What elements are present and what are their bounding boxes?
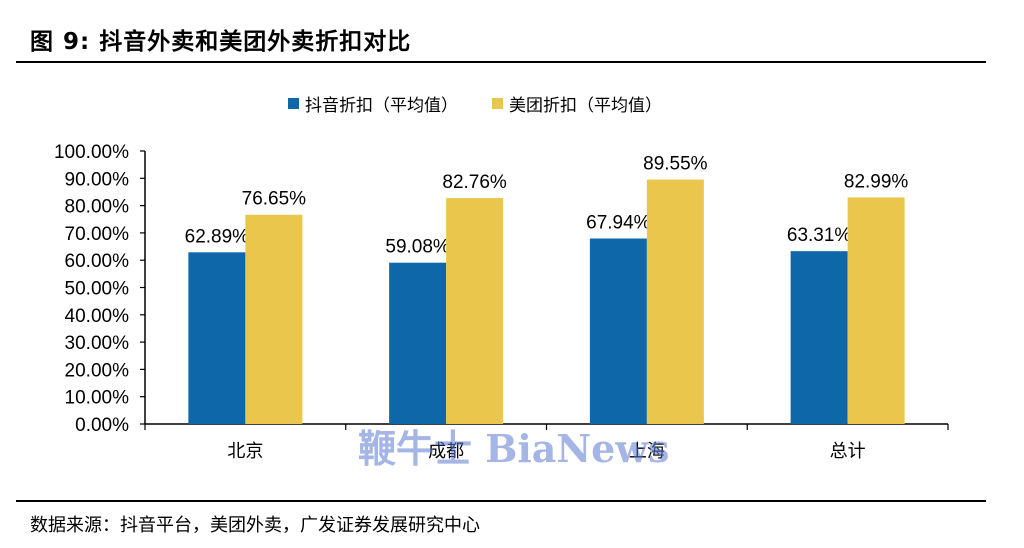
data-label: 89.55% xyxy=(643,154,708,175)
data-label: 67.94% xyxy=(586,213,651,234)
top-rule xyxy=(16,61,986,63)
y-tick-label: 40.00% xyxy=(65,306,130,327)
x-tick-label: 总计 xyxy=(830,441,866,462)
watermark: 鞭牛士 BiaNews xyxy=(358,426,670,471)
chart-legend: 抖音折扣（平均值） 美团折扣（平均值） xyxy=(288,91,696,116)
y-tick-label: 0.00% xyxy=(75,415,129,436)
y-tick-label: 10.00% xyxy=(65,388,130,409)
y-tick-label: 20.00% xyxy=(65,360,130,381)
source-note: 数据来源：抖音平台，美团外卖，广发证券发展研究中心 xyxy=(30,515,480,536)
y-tick-label: 30.00% xyxy=(65,333,130,354)
bar-meituan xyxy=(646,179,704,424)
y-tick-label: 60.00% xyxy=(65,251,130,272)
legend-label-series1: 抖音折扣（平均值） xyxy=(305,96,458,116)
data-label: 82.76% xyxy=(442,172,507,193)
y-tick-label: 80.00% xyxy=(65,197,130,218)
legend-swatch-series2 xyxy=(492,98,503,109)
x-tick-label: 上海 xyxy=(629,441,665,462)
legend-item-series2: 美团折扣（平均值） xyxy=(492,91,662,116)
legend-swatch-series1 xyxy=(288,98,299,109)
data-label: 62.89% xyxy=(185,226,250,247)
y-tick-label: 70.00% xyxy=(65,224,130,245)
bar-douyin xyxy=(589,238,647,424)
y-tick-label: 90.00% xyxy=(65,169,130,190)
data-label: 63.31% xyxy=(787,225,852,246)
x-tick-label: 北京 xyxy=(227,441,263,462)
bottom-rule xyxy=(16,500,986,502)
data-label: 59.08% xyxy=(385,237,450,258)
bar-douyin xyxy=(790,251,848,424)
legend-item-series1: 抖音折扣（平均值） xyxy=(288,91,458,116)
data-label: 76.65% xyxy=(242,189,307,210)
legend-label-series2: 美团折扣（平均值） xyxy=(509,96,662,116)
bar-meituan xyxy=(847,197,905,424)
bar-meituan xyxy=(245,214,303,424)
figure-title: 图 9: 抖音外卖和美团外卖折扣对比 xyxy=(30,29,412,55)
bar-meituan xyxy=(446,198,504,424)
y-tick-label: 100.00% xyxy=(54,142,129,163)
bar-douyin xyxy=(389,262,447,424)
bar-chart: 0.00% 10.00% 20.00% 30.00% 40.00% 50.00% 60.00… xyxy=(54,142,949,462)
data-label: 82.99% xyxy=(844,171,909,192)
bar-douyin xyxy=(188,252,246,424)
y-tick-label: 50.00% xyxy=(65,279,130,300)
x-tick-label: 成都 xyxy=(428,441,464,462)
